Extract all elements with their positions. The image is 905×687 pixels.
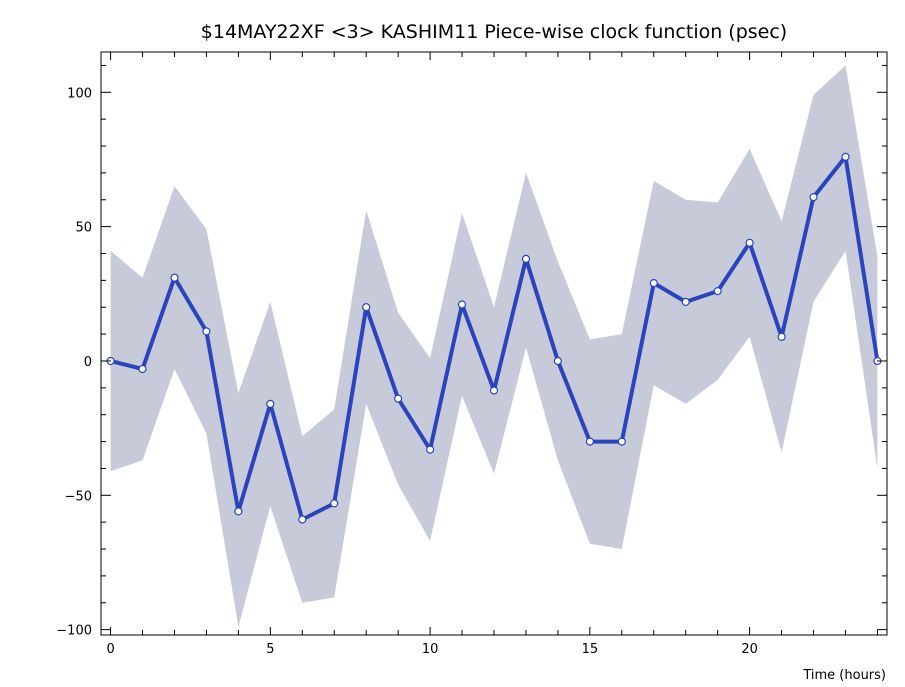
x-tick-label: 0 xyxy=(106,642,114,657)
data-point xyxy=(745,238,754,247)
chart-title: $14MAY22XF <3> KASHIM11 Piece-wise clock… xyxy=(201,21,787,43)
data-point xyxy=(330,499,339,508)
x-tick-label: 5 xyxy=(266,642,274,657)
data-point xyxy=(170,273,179,282)
data-point xyxy=(138,364,147,374)
uncertainty-band-layer xyxy=(110,65,878,627)
uncertainty-band xyxy=(110,65,878,627)
data-point-layer xyxy=(106,152,882,524)
data-point xyxy=(649,279,658,288)
data-point xyxy=(362,303,371,312)
data-point xyxy=(202,327,211,336)
axis-tick-labels: 0 5 10 15 20 −100 −50 0 50 100 xyxy=(56,86,758,657)
data-point xyxy=(553,356,563,366)
data-point xyxy=(841,152,850,161)
x-tick-label: 20 xyxy=(741,642,758,657)
data-point xyxy=(394,394,403,403)
data-point xyxy=(585,437,595,446)
x-axis-label: Time (hours) xyxy=(802,668,886,683)
data-point xyxy=(521,254,531,263)
x-tick-label: 15 xyxy=(582,642,599,657)
data-point xyxy=(777,332,786,341)
y-tick-label: 50 xyxy=(75,221,92,236)
axis-ticks xyxy=(101,52,887,635)
data-point xyxy=(426,445,435,454)
data-point xyxy=(713,287,722,296)
data-point xyxy=(266,399,275,408)
data-point xyxy=(809,193,818,202)
data-point xyxy=(457,300,467,309)
y-tick-label: −50 xyxy=(65,489,92,504)
y-tick-label: −100 xyxy=(56,624,92,639)
data-point xyxy=(617,437,626,446)
y-tick-label: 100 xyxy=(67,86,92,101)
data-point xyxy=(681,297,690,306)
data-point xyxy=(298,515,307,524)
x-tick-label: 10 xyxy=(422,642,439,657)
data-point xyxy=(234,507,243,516)
data-point xyxy=(489,386,499,395)
y-tick-label: 0 xyxy=(84,355,92,370)
